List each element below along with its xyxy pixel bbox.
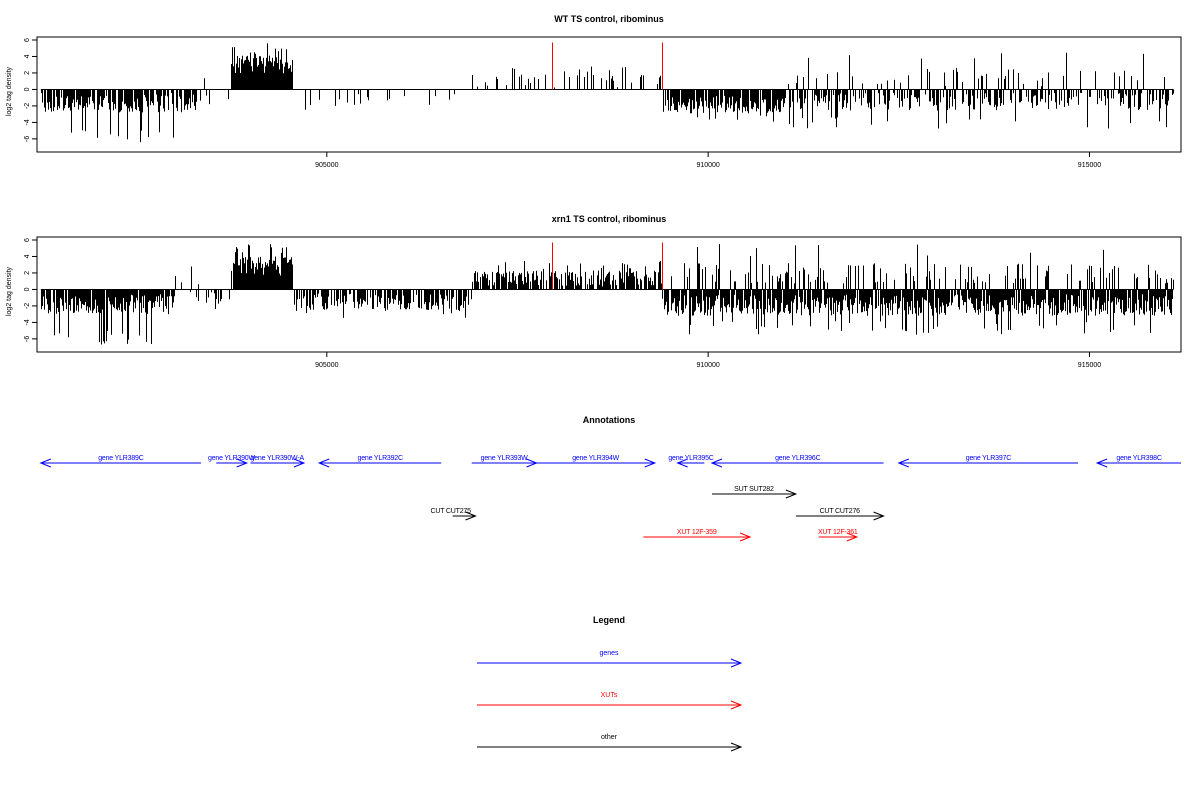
y-tick-label: 0 bbox=[24, 87, 31, 91]
legend-title: Legend bbox=[593, 615, 625, 625]
y-tick-label: -2 bbox=[24, 103, 31, 109]
annotation-feature: gene YLR390W bbox=[208, 455, 256, 468]
annotation-feature: CUT CUT276 bbox=[795, 508, 885, 521]
arrow-head bbox=[785, 489, 798, 499]
arrow-head bbox=[846, 532, 859, 542]
annotation-feature: XUT 12F-361 bbox=[818, 529, 859, 542]
arrow-head bbox=[730, 742, 743, 752]
annotation-feature: CUT CUT275 bbox=[431, 508, 477, 521]
x-tick-label: 910000 bbox=[696, 162, 719, 169]
y-tick-label: 4 bbox=[24, 54, 31, 58]
arrow-head bbox=[730, 700, 743, 710]
y-tick-label: 2 bbox=[24, 271, 31, 275]
feature-label: gene YLR398C bbox=[1116, 455, 1161, 462]
y-tick-label: 2 bbox=[24, 71, 31, 75]
feature-label: SUT SUT282 bbox=[734, 486, 774, 493]
arrow-head bbox=[317, 458, 330, 468]
y-tick-label: 6 bbox=[24, 238, 31, 242]
legend-panel: Legend genes XUTs other bbox=[477, 615, 743, 752]
x-tick-label: 915000 bbox=[1078, 362, 1101, 369]
arrow-head bbox=[873, 511, 885, 521]
feature-label: gene YLR395C bbox=[668, 455, 713, 462]
legend-item: genes bbox=[477, 650, 743, 668]
y-tick-label: -4 bbox=[24, 319, 31, 325]
x-tick-label: 915000 bbox=[1078, 162, 1101, 169]
annotation-feature: gene YLR396C bbox=[710, 455, 884, 468]
x-tick-label: 905000 bbox=[315, 362, 338, 369]
arrow-head bbox=[465, 511, 477, 521]
arrow-head bbox=[676, 458, 688, 468]
legend-item: XUTs bbox=[477, 692, 743, 710]
arrow-head bbox=[293, 458, 306, 468]
y-tick-label: 4 bbox=[24, 254, 31, 258]
arrow-head bbox=[1095, 458, 1108, 468]
panel-title: xrn1 TS control, ribominus bbox=[552, 214, 667, 224]
feature-label: gene YLR396C bbox=[775, 455, 820, 462]
density-bars bbox=[41, 43, 1174, 143]
annotation-feature: gene YLR398C bbox=[1095, 455, 1181, 468]
wt-density-panel: WT TS control, ribominus log2 tag density… bbox=[6, 14, 1182, 169]
feature-label: gene YLR389C bbox=[98, 455, 143, 462]
annotation-feature: gene YLR397C bbox=[897, 455, 1079, 468]
plot-frame bbox=[36, 36, 1182, 153]
feature-label: CUT CUT276 bbox=[820, 508, 861, 515]
y-tick-label: 6 bbox=[24, 38, 31, 42]
feature-label: gene YLR394W bbox=[572, 455, 619, 462]
plot-frame bbox=[36, 236, 1182, 353]
feature-label: XUT 12F-359 bbox=[677, 529, 717, 536]
arrow-head bbox=[710, 458, 723, 468]
y-tick-label: -2 bbox=[24, 303, 31, 309]
density-bars bbox=[41, 244, 1174, 345]
annotation-feature: gene YLR393W bbox=[471, 455, 538, 468]
annotation-feature: SUT SUT282 bbox=[711, 486, 798, 499]
legend-item: other bbox=[477, 734, 743, 752]
x-tick-label: 910000 bbox=[696, 362, 719, 369]
panel-title: WT TS control, ribominus bbox=[554, 14, 664, 24]
annotation-feature: gene YLR395C bbox=[668, 455, 714, 468]
arrow-head bbox=[236, 458, 249, 468]
legend-label: genes bbox=[599, 650, 619, 657]
y-axis-label: log2 tag density bbox=[6, 66, 13, 116]
feature-label: gene YLR393W bbox=[481, 455, 528, 462]
feature-label: XUT 12F-361 bbox=[818, 529, 858, 536]
annotation-feature: gene YLR394W bbox=[536, 455, 657, 468]
xrn1-density-panel: xrn1 TS control, ribominus log2 tag densi… bbox=[6, 214, 1182, 369]
legend-label: other bbox=[601, 734, 618, 741]
feature-label: gene YLR392C bbox=[358, 455, 403, 462]
arrow-head bbox=[644, 458, 657, 468]
y-tick-label: 0 bbox=[24, 287, 31, 291]
y-tick-label: -6 bbox=[24, 136, 31, 142]
arrow-head bbox=[897, 458, 909, 468]
y-tick-label: -6 bbox=[24, 336, 31, 342]
feature-label: gene YLR390W-A bbox=[251, 455, 305, 462]
annotation-feature: gene YLR390W-A bbox=[250, 455, 306, 468]
annotation-feature: gene YLR392C bbox=[317, 455, 442, 468]
annotation-feature: gene YLR389C bbox=[39, 455, 201, 468]
arrow-head bbox=[39, 458, 51, 468]
x-tick-label: 905000 bbox=[315, 162, 338, 169]
feature-label: gene YLR397C bbox=[966, 455, 1011, 462]
y-tick-label: -4 bbox=[24, 119, 31, 125]
legend-label: XUTs bbox=[601, 692, 618, 699]
arrow-head bbox=[730, 658, 743, 668]
feature-label: CUT CUT275 bbox=[431, 508, 472, 515]
y-axis-label: log2 tag density bbox=[6, 266, 13, 316]
annotations-title: Annotations bbox=[583, 415, 636, 425]
arrow-head bbox=[739, 532, 752, 542]
annotation-feature: XUT 12F-359 bbox=[643, 529, 752, 542]
feature-label: gene YLR390W bbox=[208, 455, 255, 462]
